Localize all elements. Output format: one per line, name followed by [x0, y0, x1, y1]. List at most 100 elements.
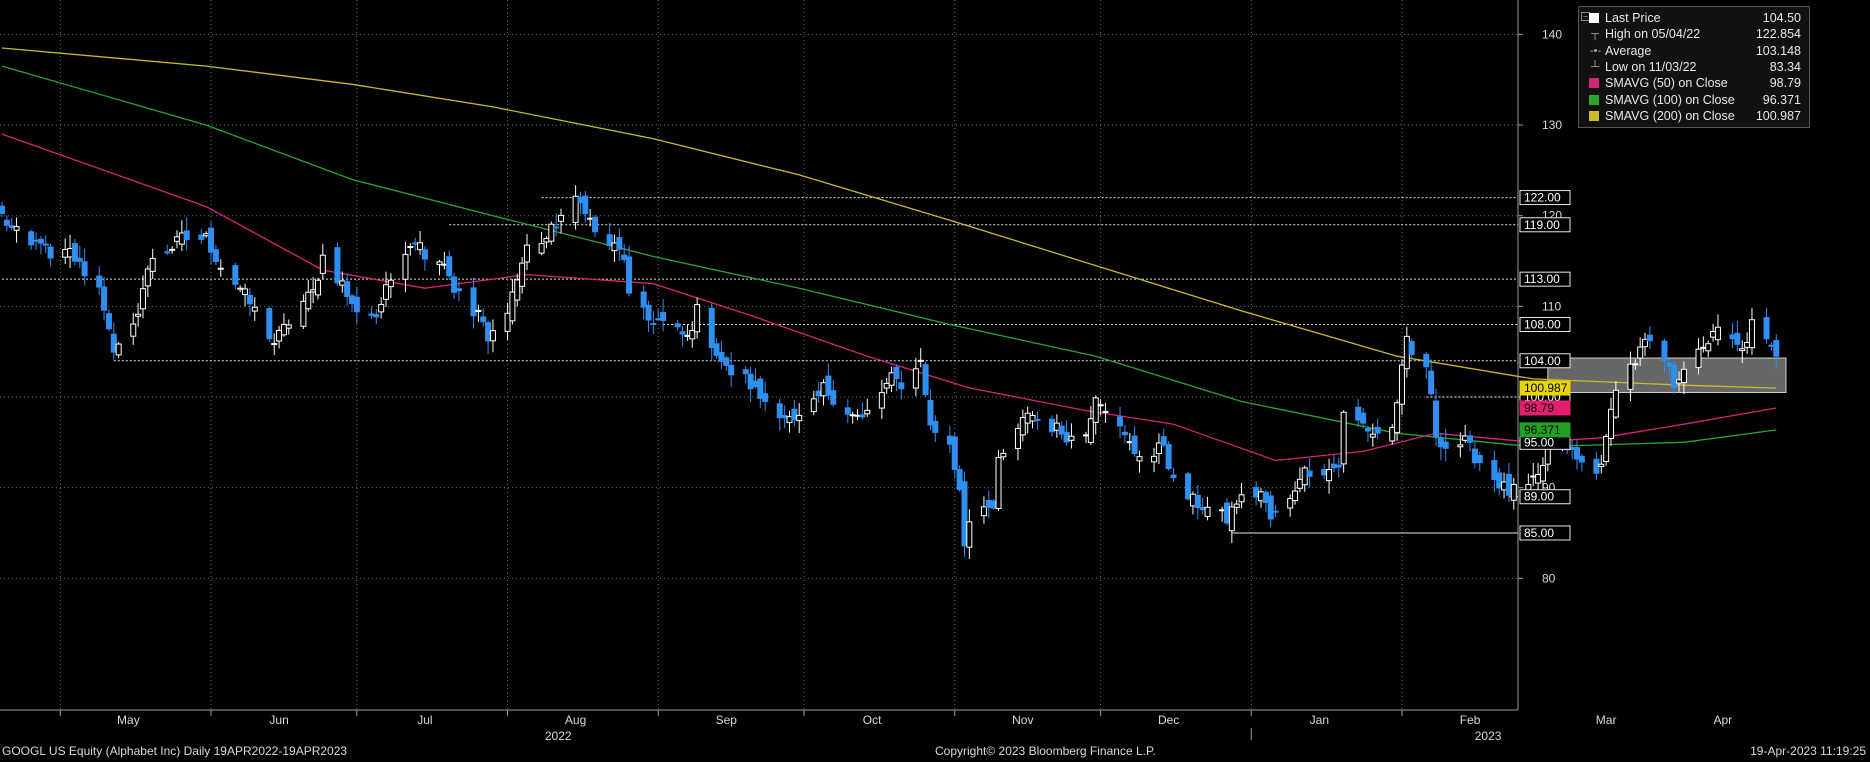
candle-body [1185, 473, 1192, 500]
candle-body [523, 244, 530, 263]
candle-body [1058, 425, 1065, 435]
candle-body [587, 217, 594, 220]
candle-body [13, 226, 20, 231]
level-badge-box [1519, 190, 1571, 206]
candle-body [776, 403, 783, 419]
candle-body [844, 407, 851, 415]
candle-body [932, 420, 939, 433]
candle-body [791, 408, 798, 420]
candle-body [407, 246, 414, 249]
candle-body [81, 261, 88, 277]
candle-body [237, 287, 244, 290]
candle-body [684, 334, 691, 337]
candle-body [1768, 344, 1775, 347]
candle-body [509, 291, 516, 322]
legend-value: 96.371 [1762, 92, 1801, 107]
candle-body [1442, 441, 1449, 449]
sma200-line [1, 47, 1777, 389]
x-month-label: Aug [565, 713, 586, 727]
timestamp: 19-Apr-2023 11:19:25 [1750, 744, 1866, 758]
candle-body [1223, 502, 1230, 524]
candle-body [470, 287, 477, 317]
candle-body [1748, 319, 1755, 349]
candle-body [1398, 364, 1405, 405]
candle-body [922, 364, 929, 395]
candle-body [402, 253, 409, 280]
price-chart[interactable]: 8090100110120130140 MayJunJulAugSepOctNo… [0, 0, 1870, 740]
candle-body [96, 275, 103, 288]
level-badge-box [1519, 380, 1571, 396]
candle-body [37, 238, 44, 244]
level-badge: 104.00 [1519, 353, 1571, 369]
y-tick-label: 80 [1542, 571, 1556, 585]
y-tick-label: 130 [1542, 118, 1562, 132]
candle-body [1340, 411, 1347, 465]
candle-body [451, 276, 458, 293]
candle-body [246, 294, 253, 305]
candle-body [1360, 412, 1367, 424]
sma50-line [1, 133, 1777, 462]
candle-body [1296, 478, 1303, 489]
candle-body [1151, 455, 1158, 463]
candle-body [713, 343, 720, 356]
level-badge-label: 96.371 [1524, 423, 1561, 437]
candle-body [475, 309, 482, 312]
candle-body [1661, 340, 1668, 361]
candle-body [796, 414, 803, 422]
candle-body [694, 304, 701, 333]
candle-body [76, 257, 83, 262]
candlesticks [0, 185, 1780, 559]
candle-body [1326, 469, 1333, 482]
chart-legend: − Last Price 104.50 ┬ High on 05/04/22 122.8… [1578, 6, 1810, 128]
candle-body [28, 231, 35, 246]
candle-body [1671, 364, 1678, 389]
candle-body [917, 359, 924, 362]
legend-item: -•- Average 103.148 [1587, 43, 1803, 59]
candle-body [139, 288, 146, 310]
candle-body [1287, 498, 1294, 509]
level-badge: 119.00 [1519, 217, 1571, 233]
level-badge-box [1519, 422, 1571, 438]
level-badge-box [1519, 217, 1571, 233]
candle-body [105, 313, 112, 330]
candle-body [110, 333, 117, 353]
candle-body [1544, 448, 1551, 465]
candle-body [208, 227, 215, 253]
moving-average-lines [1, 47, 1777, 462]
level-badge: 89.00 [1519, 489, 1571, 505]
candle-body [1233, 503, 1240, 508]
candle-body [995, 457, 1002, 509]
candle-body [242, 288, 249, 296]
candle-body [489, 330, 496, 342]
candle-body [1642, 338, 1649, 348]
candle-body [611, 242, 618, 252]
candle-body [1476, 454, 1483, 464]
legend-value: 122.854 [1755, 27, 1801, 42]
legend-label: Last Price [1605, 11, 1661, 25]
level-badge-box [1519, 525, 1571, 541]
candle-body [1330, 463, 1337, 469]
candle-body [1505, 473, 1512, 496]
level-badge-box [1519, 316, 1571, 332]
chart-footer: GOOGL US Equity (Alphabet Inc) Daily 19A… [0, 740, 1870, 762]
level-badge-label: 119.00 [1524, 218, 1560, 232]
candle-body [1097, 404, 1104, 407]
candle-body [1729, 334, 1736, 340]
candle-body [674, 323, 681, 328]
candle-body [164, 251, 171, 254]
candle-body [203, 233, 210, 237]
candle-body [1646, 334, 1653, 342]
candle-body [42, 243, 49, 246]
candle-body [849, 414, 856, 417]
legend-item: Last Price 104.50 [1587, 10, 1803, 26]
candle-body [71, 243, 78, 262]
candle-body [1029, 414, 1036, 422]
candle-body [1710, 331, 1717, 338]
candle-body [280, 323, 287, 336]
candle-body [436, 261, 443, 266]
legend-item: SMAVG (100) on Close 96.371 [1587, 92, 1803, 108]
candle-body [582, 195, 589, 215]
candle-body [421, 249, 428, 260]
candle-body [130, 323, 137, 337]
level-badge-label: 104.00 [1524, 354, 1561, 368]
